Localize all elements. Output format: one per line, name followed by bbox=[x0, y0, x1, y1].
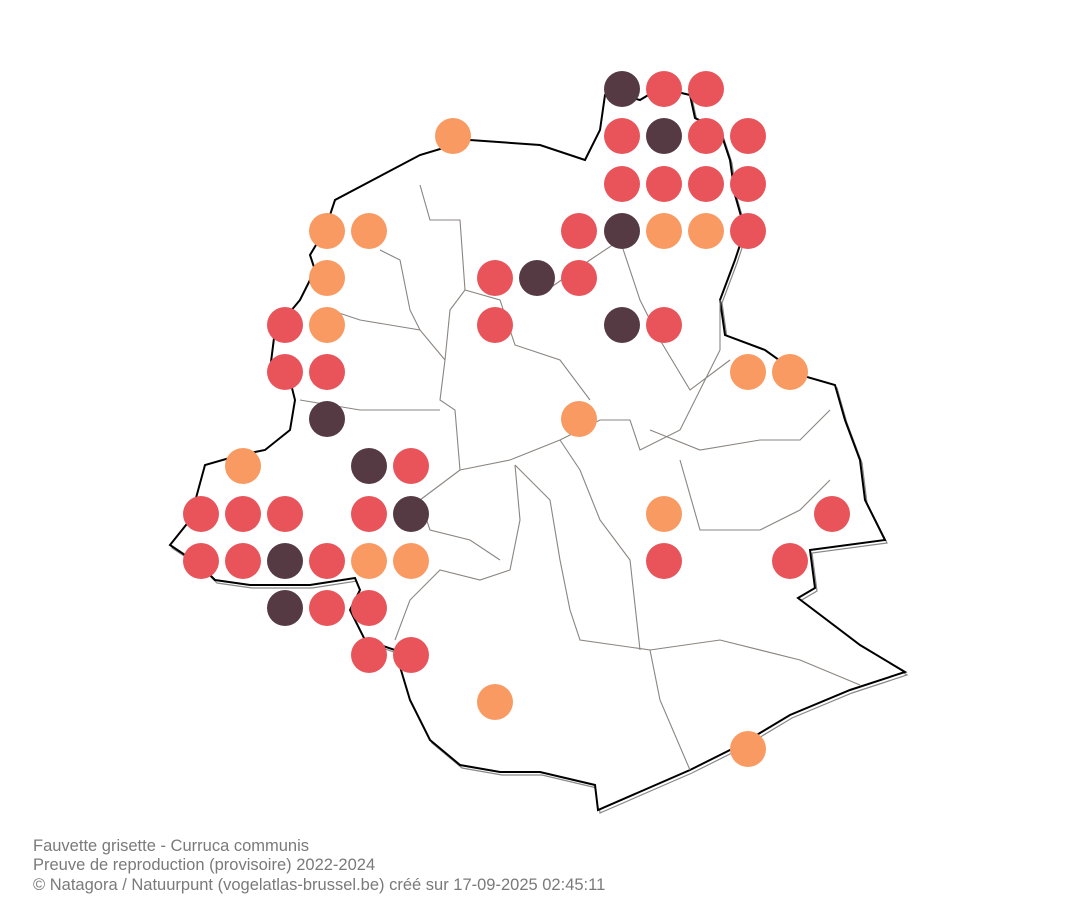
dot-probable bbox=[730, 213, 766, 249]
dot-possible bbox=[435, 118, 471, 154]
dot-possible bbox=[351, 543, 387, 579]
dot-possible bbox=[477, 684, 513, 720]
dot-probable bbox=[814, 496, 850, 532]
dot-possible bbox=[351, 213, 387, 249]
dot-possible bbox=[688, 213, 724, 249]
dot-possible bbox=[646, 213, 682, 249]
dot-confirmed bbox=[351, 448, 387, 484]
dot-probable bbox=[604, 166, 640, 202]
dot-confirmed bbox=[604, 213, 640, 249]
dot-probable bbox=[561, 260, 597, 296]
dot-probable bbox=[730, 166, 766, 202]
dot-confirmed bbox=[604, 307, 640, 343]
dot-possible bbox=[309, 213, 345, 249]
dot-probable bbox=[604, 118, 640, 154]
dot-possible bbox=[772, 354, 808, 390]
dot-probable bbox=[646, 166, 682, 202]
dot-probable bbox=[646, 71, 682, 107]
dot-probable bbox=[351, 637, 387, 673]
dot-probable bbox=[688, 166, 724, 202]
dot-probable bbox=[561, 213, 597, 249]
dot-confirmed bbox=[519, 260, 555, 296]
dot-probable bbox=[351, 590, 387, 626]
dot-probable bbox=[646, 543, 682, 579]
dot-probable bbox=[646, 307, 682, 343]
dot-possible bbox=[730, 731, 766, 767]
dot-probable bbox=[267, 496, 303, 532]
dot-probable bbox=[477, 307, 513, 343]
dot-probable bbox=[183, 543, 219, 579]
dot-possible bbox=[730, 354, 766, 390]
dot-confirmed bbox=[646, 118, 682, 154]
dot-possible bbox=[309, 260, 345, 296]
dot-probable bbox=[309, 543, 345, 579]
district-borders bbox=[299, 184, 861, 771]
caption-subtitle: Preuve de reproduction (provisoire) 2022… bbox=[33, 856, 375, 874]
dot-confirmed bbox=[267, 590, 303, 626]
dot-probable bbox=[730, 118, 766, 154]
dot-confirmed bbox=[604, 71, 640, 107]
caption-credit: © Natagora / Natuurpunt (vogelatlas-brus… bbox=[33, 876, 605, 894]
dot-probable bbox=[183, 496, 219, 532]
region-map bbox=[168, 86, 909, 814]
caption-species: Fauvette grisette - Curruca communis bbox=[33, 837, 309, 855]
dot-confirmed bbox=[309, 401, 345, 437]
dot-probable bbox=[267, 354, 303, 390]
dot-confirmed bbox=[393, 496, 429, 532]
dot-probable bbox=[477, 260, 513, 296]
dot-probable bbox=[351, 496, 387, 532]
dot-probable bbox=[393, 448, 429, 484]
dot-probable bbox=[688, 118, 724, 154]
dot-probable bbox=[309, 354, 345, 390]
dot-probable bbox=[688, 71, 724, 107]
dot-probable bbox=[225, 543, 261, 579]
dot-possible bbox=[561, 401, 597, 437]
dot-probable bbox=[772, 543, 808, 579]
dot-probable bbox=[267, 307, 303, 343]
dot-probable bbox=[393, 637, 429, 673]
dot-possible bbox=[646, 496, 682, 532]
dot-possible bbox=[309, 307, 345, 343]
dot-confirmed bbox=[267, 543, 303, 579]
observation-dots bbox=[183, 71, 850, 767]
dot-possible bbox=[225, 448, 261, 484]
dot-possible bbox=[393, 543, 429, 579]
dot-probable bbox=[225, 496, 261, 532]
dot-probable bbox=[309, 590, 345, 626]
